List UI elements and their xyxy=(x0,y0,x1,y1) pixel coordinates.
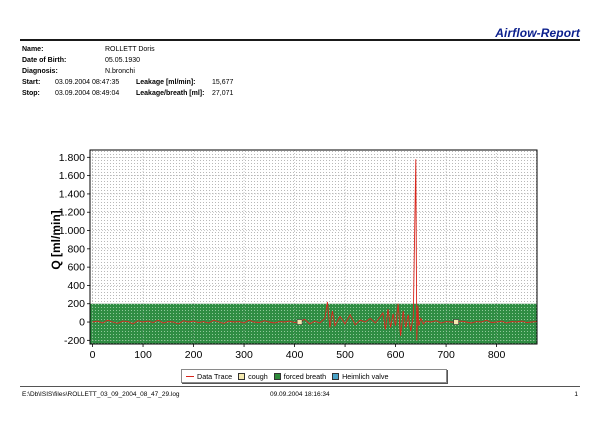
y-tick-label: 200 xyxy=(67,298,85,310)
diagnosis-label: Diagnosis: xyxy=(22,68,58,75)
start-label: Start: xyxy=(22,79,41,86)
footer-file-path: E:\Db\ISIS\files\ROLLETT_03_09_2004_08_4… xyxy=(22,391,180,398)
start-value: 03.09.2004 08:47:35 xyxy=(55,79,120,86)
name-label: Name: xyxy=(22,46,44,53)
leakage-breath-label: Leakage/breath [ml]: xyxy=(136,90,205,97)
diagnosis-value: N.bronchi xyxy=(105,68,135,75)
leakage-value: 15,677 xyxy=(212,79,234,86)
y-tick-label: 800 xyxy=(67,243,85,255)
y-tick-label: 1.800 xyxy=(59,152,85,164)
footer-page-number: 1 xyxy=(574,391,578,398)
x-tick-label: 200 xyxy=(185,349,203,361)
y-tick-label: 1.000 xyxy=(59,225,85,237)
y-tick-label: 400 xyxy=(67,280,85,292)
legend-box-icon xyxy=(332,372,340,380)
airflow-chart-svg: -200 0 200 400 600 800 1.000 1.200 1.400 1.600 1.8… xyxy=(49,149,538,361)
stop-value: 03.09.2004 08:49:04 xyxy=(55,90,120,97)
y-tick-label: 1.600 xyxy=(59,170,85,182)
cough-marker xyxy=(296,319,303,325)
x-tick-label: 500 xyxy=(336,349,354,361)
report-title: Airflow-Report xyxy=(495,26,580,40)
name-value: ROLLETT Doris xyxy=(105,46,155,53)
footer-divider xyxy=(20,386,580,387)
legend-item-data-trace: Data Trace xyxy=(186,372,232,381)
legend-item-forced-breath: forced breath xyxy=(273,371,327,381)
normal-range-band xyxy=(90,303,537,344)
stop-label: Stop: xyxy=(22,90,40,97)
legend-box-icon xyxy=(273,372,281,380)
legend-line-icon xyxy=(186,375,194,377)
cough-marker xyxy=(453,319,459,325)
y-tick-label: 0 xyxy=(79,317,85,329)
x-tick-label: 300 xyxy=(235,349,253,361)
x-tick-label: 400 xyxy=(286,349,304,361)
airflow-chart: -200 0 200 400 600 800 1.000 1.200 1.400 1.600 1.8… xyxy=(49,148,550,368)
plot-frame xyxy=(89,149,538,345)
y-tick-label: 600 xyxy=(67,262,85,274)
leakage-breath-value: 27,071 xyxy=(212,90,234,97)
x-tick-label: 600 xyxy=(387,349,405,361)
footer-print-date: 09.09.2004 18:16:34 xyxy=(270,391,330,398)
y-tick-label: 1.400 xyxy=(59,188,85,200)
legend-box-icon xyxy=(238,372,246,380)
dob-value: 05.05.1930 xyxy=(105,57,141,64)
leakage-label: Leakage [ml/min]: xyxy=(136,79,196,86)
y-tick-label: -200 xyxy=(64,335,85,347)
legend-label: Data Trace xyxy=(197,371,233,381)
data-trace-line xyxy=(92,159,538,341)
dob-label: Date of Birth: xyxy=(22,57,67,64)
legend-item-heimlich-valve: Heimlich valve xyxy=(332,372,388,381)
legend-label: Heimlich valve xyxy=(342,371,389,381)
y-tick-label: 1.200 xyxy=(59,207,85,219)
x-tick-label: 700 xyxy=(437,349,455,361)
header-divider xyxy=(20,39,580,41)
legend-label: forced breath xyxy=(283,371,327,381)
x-tick-label: 100 xyxy=(134,349,152,361)
chart-legend: Data Trace cough forced breath Heimlich … xyxy=(181,369,447,383)
x-tick-label: 0 xyxy=(90,349,96,361)
legend-label: cough xyxy=(248,371,268,381)
x-tick-label: 800 xyxy=(488,349,506,361)
y-axis-label: Q [ml/min] xyxy=(50,210,63,269)
legend-item-cough: cough xyxy=(238,372,268,381)
